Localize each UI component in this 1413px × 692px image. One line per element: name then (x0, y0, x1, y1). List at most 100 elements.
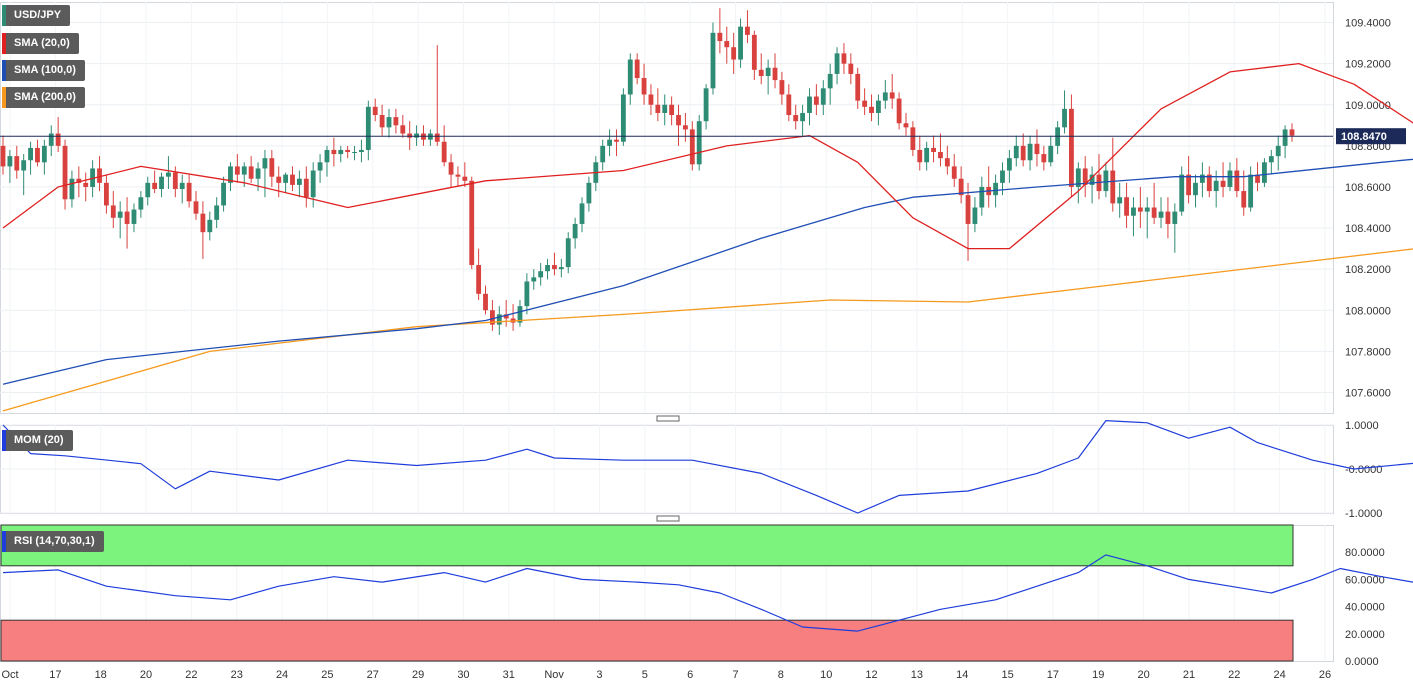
candle-down (772, 67, 778, 81)
candle-up (1179, 174, 1185, 212)
pane-resize-handle (656, 515, 680, 522)
candle-up (993, 182, 999, 196)
x-tick-label: 23 (231, 669, 243, 681)
candle-up (310, 170, 316, 198)
candle-up (1213, 180, 1219, 192)
candle-up (517, 306, 523, 323)
candle-up (924, 147, 930, 163)
pane-resize-handle (656, 415, 680, 422)
candle-up (600, 145, 606, 163)
candle-up (620, 94, 626, 142)
x-tick-label: 22 (1228, 669, 1240, 681)
candle-down (103, 182, 109, 206)
candle-down (290, 174, 295, 185)
candle-up (696, 121, 702, 165)
candle-down (441, 141, 447, 163)
candle-down (455, 174, 461, 177)
candle-down (1034, 143, 1040, 155)
candle-up (21, 160, 27, 171)
candle-down (345, 149, 351, 153)
symbol-text: USD/JPY (14, 9, 62, 21)
candle-down (1041, 154, 1047, 163)
candle-down (958, 178, 964, 196)
x-tick-label: 8 (778, 669, 784, 681)
candle-up (1268, 156, 1274, 163)
candle-down (889, 92, 895, 99)
x-tick-label: 30 (457, 669, 469, 681)
rsi-y-tick-label: 80.0000 (1345, 547, 1385, 559)
candle-up (214, 205, 220, 220)
x-tick-label: 10 (820, 669, 832, 681)
candle-down (83, 182, 89, 187)
x-tick-label: 13 (911, 669, 923, 681)
candle-up (1048, 145, 1054, 163)
candle-up (738, 26, 743, 60)
candle-down (276, 176, 282, 183)
rsi-y-tick-label: 0.0000 (1345, 656, 1379, 668)
candle-up (1062, 108, 1067, 128)
candle-up (324, 149, 330, 163)
legend-sma200: SMA (200,0) (2, 87, 85, 108)
candle-up (1027, 143, 1033, 161)
candle-up (565, 238, 571, 268)
x-tick-label: 19 (1092, 669, 1104, 681)
candle-down (1110, 170, 1116, 204)
sma100-line (2, 158, 1413, 385)
main-pane-frame (0, 2, 1334, 414)
sma100-swatch (2, 60, 6, 81)
candle-up (579, 203, 585, 224)
mom-y-tick-label: -0.0000 (1345, 464, 1382, 476)
candle-up (1131, 207, 1136, 216)
candle-up (1075, 168, 1081, 187)
candle-down (1206, 174, 1212, 192)
candle-down (896, 98, 902, 124)
candle-up (338, 149, 344, 155)
candle-down (786, 94, 792, 116)
candle-up (538, 271, 544, 278)
candle-down (751, 34, 757, 70)
sma20-label: SMA (20,0) (14, 37, 70, 49)
rsi-y-tick-label: 60.0000 (1345, 574, 1385, 586)
candle-down (917, 149, 923, 163)
candle-down (717, 32, 723, 42)
x-tick-label: 22 (185, 669, 197, 681)
candle-down (910, 127, 916, 150)
mom-text: MOM (20) (14, 434, 64, 446)
candle-up (138, 197, 144, 210)
candle-down (379, 115, 385, 128)
candle-down (1020, 145, 1026, 161)
candle-down (97, 168, 102, 183)
candle-up (531, 277, 537, 282)
x-tick-label: 15 (1001, 669, 1013, 681)
x-tick-label: 6 (687, 669, 693, 681)
candle-down (476, 265, 482, 294)
candle-down (641, 78, 647, 95)
candle-down (1082, 168, 1088, 185)
candle-down (938, 152, 943, 159)
candle-down (172, 172, 178, 190)
rsi-y-tick-label: 20.0000 (1345, 629, 1385, 641)
candle-down (331, 149, 337, 155)
candle-down (758, 69, 764, 76)
candle-down (1234, 170, 1240, 192)
candle-down (152, 182, 158, 190)
candle-down (0, 145, 6, 167)
candle-up (159, 176, 164, 190)
candle-up (117, 211, 123, 218)
candle-up (365, 106, 371, 150)
x-tick-label: 24 (1274, 669, 1286, 681)
sma200-line (2, 248, 1413, 412)
candle-up (607, 139, 613, 146)
main-y-tick-label: 109.4000 (1345, 18, 1391, 30)
candle-down (1124, 197, 1129, 216)
candle-up (386, 117, 392, 128)
candle-up (820, 88, 826, 105)
candle-down (724, 41, 730, 48)
candle-up (207, 219, 213, 233)
candle-up (7, 156, 13, 167)
main-y-tick-label: 108.6000 (1345, 182, 1391, 194)
candle-down (931, 147, 936, 153)
candle-up (1089, 174, 1095, 185)
x-tick-label: 17 (49, 669, 61, 681)
